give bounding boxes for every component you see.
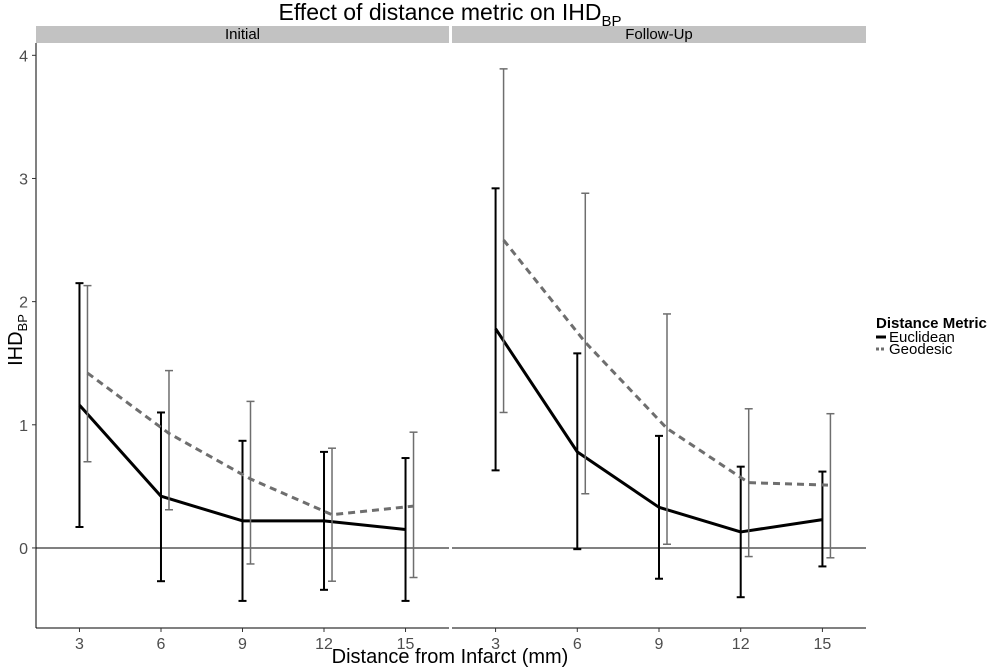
error-bar: [744, 408, 753, 558]
legend-label: Euclidean: [889, 329, 955, 346]
x-tick-label: 3: [75, 636, 84, 653]
x-tick-label: 15: [814, 636, 832, 653]
x-tick-label: 9: [655, 636, 664, 653]
y-tick-label: 1: [19, 418, 28, 435]
y-tick-label: 4: [19, 48, 28, 65]
x-tick-label: 15: [397, 636, 415, 653]
panel-strip: [452, 26, 866, 43]
x-tick-label: 9: [238, 636, 247, 653]
y-tick-label: 2: [19, 295, 28, 312]
legend-item-geodesic: Geodesic: [876, 341, 953, 358]
error-bar: [328, 447, 337, 582]
x-tick-label: 12: [315, 636, 333, 653]
x-tick-label: 6: [573, 636, 582, 653]
panel-strip-label: Initial: [225, 26, 260, 43]
chart-title-main: Effect of distance metric on IHD: [278, 0, 601, 25]
error-bar: [164, 369, 173, 511]
series-euclidean: [75, 282, 410, 602]
error-bar: [818, 470, 827, 568]
series-euclidean: [491, 187, 827, 599]
panel-follow-up: Follow-Up 3 6 9 12 15: [452, 26, 866, 653]
y-axis-title-subscript: BP: [15, 314, 30, 331]
panel-strip: [36, 26, 449, 43]
error-bar: [246, 400, 255, 565]
series-line: [86, 371, 414, 517]
y-tick-label: 3: [19, 171, 28, 188]
error-bar: [826, 412, 835, 559]
x-tick-label: 3: [491, 636, 500, 653]
legend-item-euclidean: Euclidean: [876, 329, 955, 346]
legend-title: Distance Metric: [876, 315, 987, 332]
error-bar: [581, 192, 590, 495]
series-geodesic: [83, 284, 418, 582]
series-geodesic: [499, 68, 835, 559]
x-tick-label: 12: [732, 636, 750, 653]
x-tick-label: 6: [157, 636, 166, 653]
chart-title-subscript: BP: [601, 13, 621, 30]
series-line: [78, 404, 406, 531]
legend-label: Geodesic: [889, 341, 953, 358]
y-tick-label: 0: [19, 541, 28, 558]
error-bar: [409, 431, 418, 579]
y-axis-title-main: IHD: [5, 331, 27, 365]
panel-strip-label: Follow-Up: [625, 26, 693, 43]
y-axis-title: IHDBP: [5, 314, 30, 366]
series-line: [494, 327, 823, 534]
series-line: [502, 239, 831, 487]
chart-title: Effect of distance metric on IHDBP: [278, 0, 621, 30]
error-bar: [663, 313, 671, 546]
x-axis-title: Distance from Infarct (mm): [332, 646, 569, 667]
